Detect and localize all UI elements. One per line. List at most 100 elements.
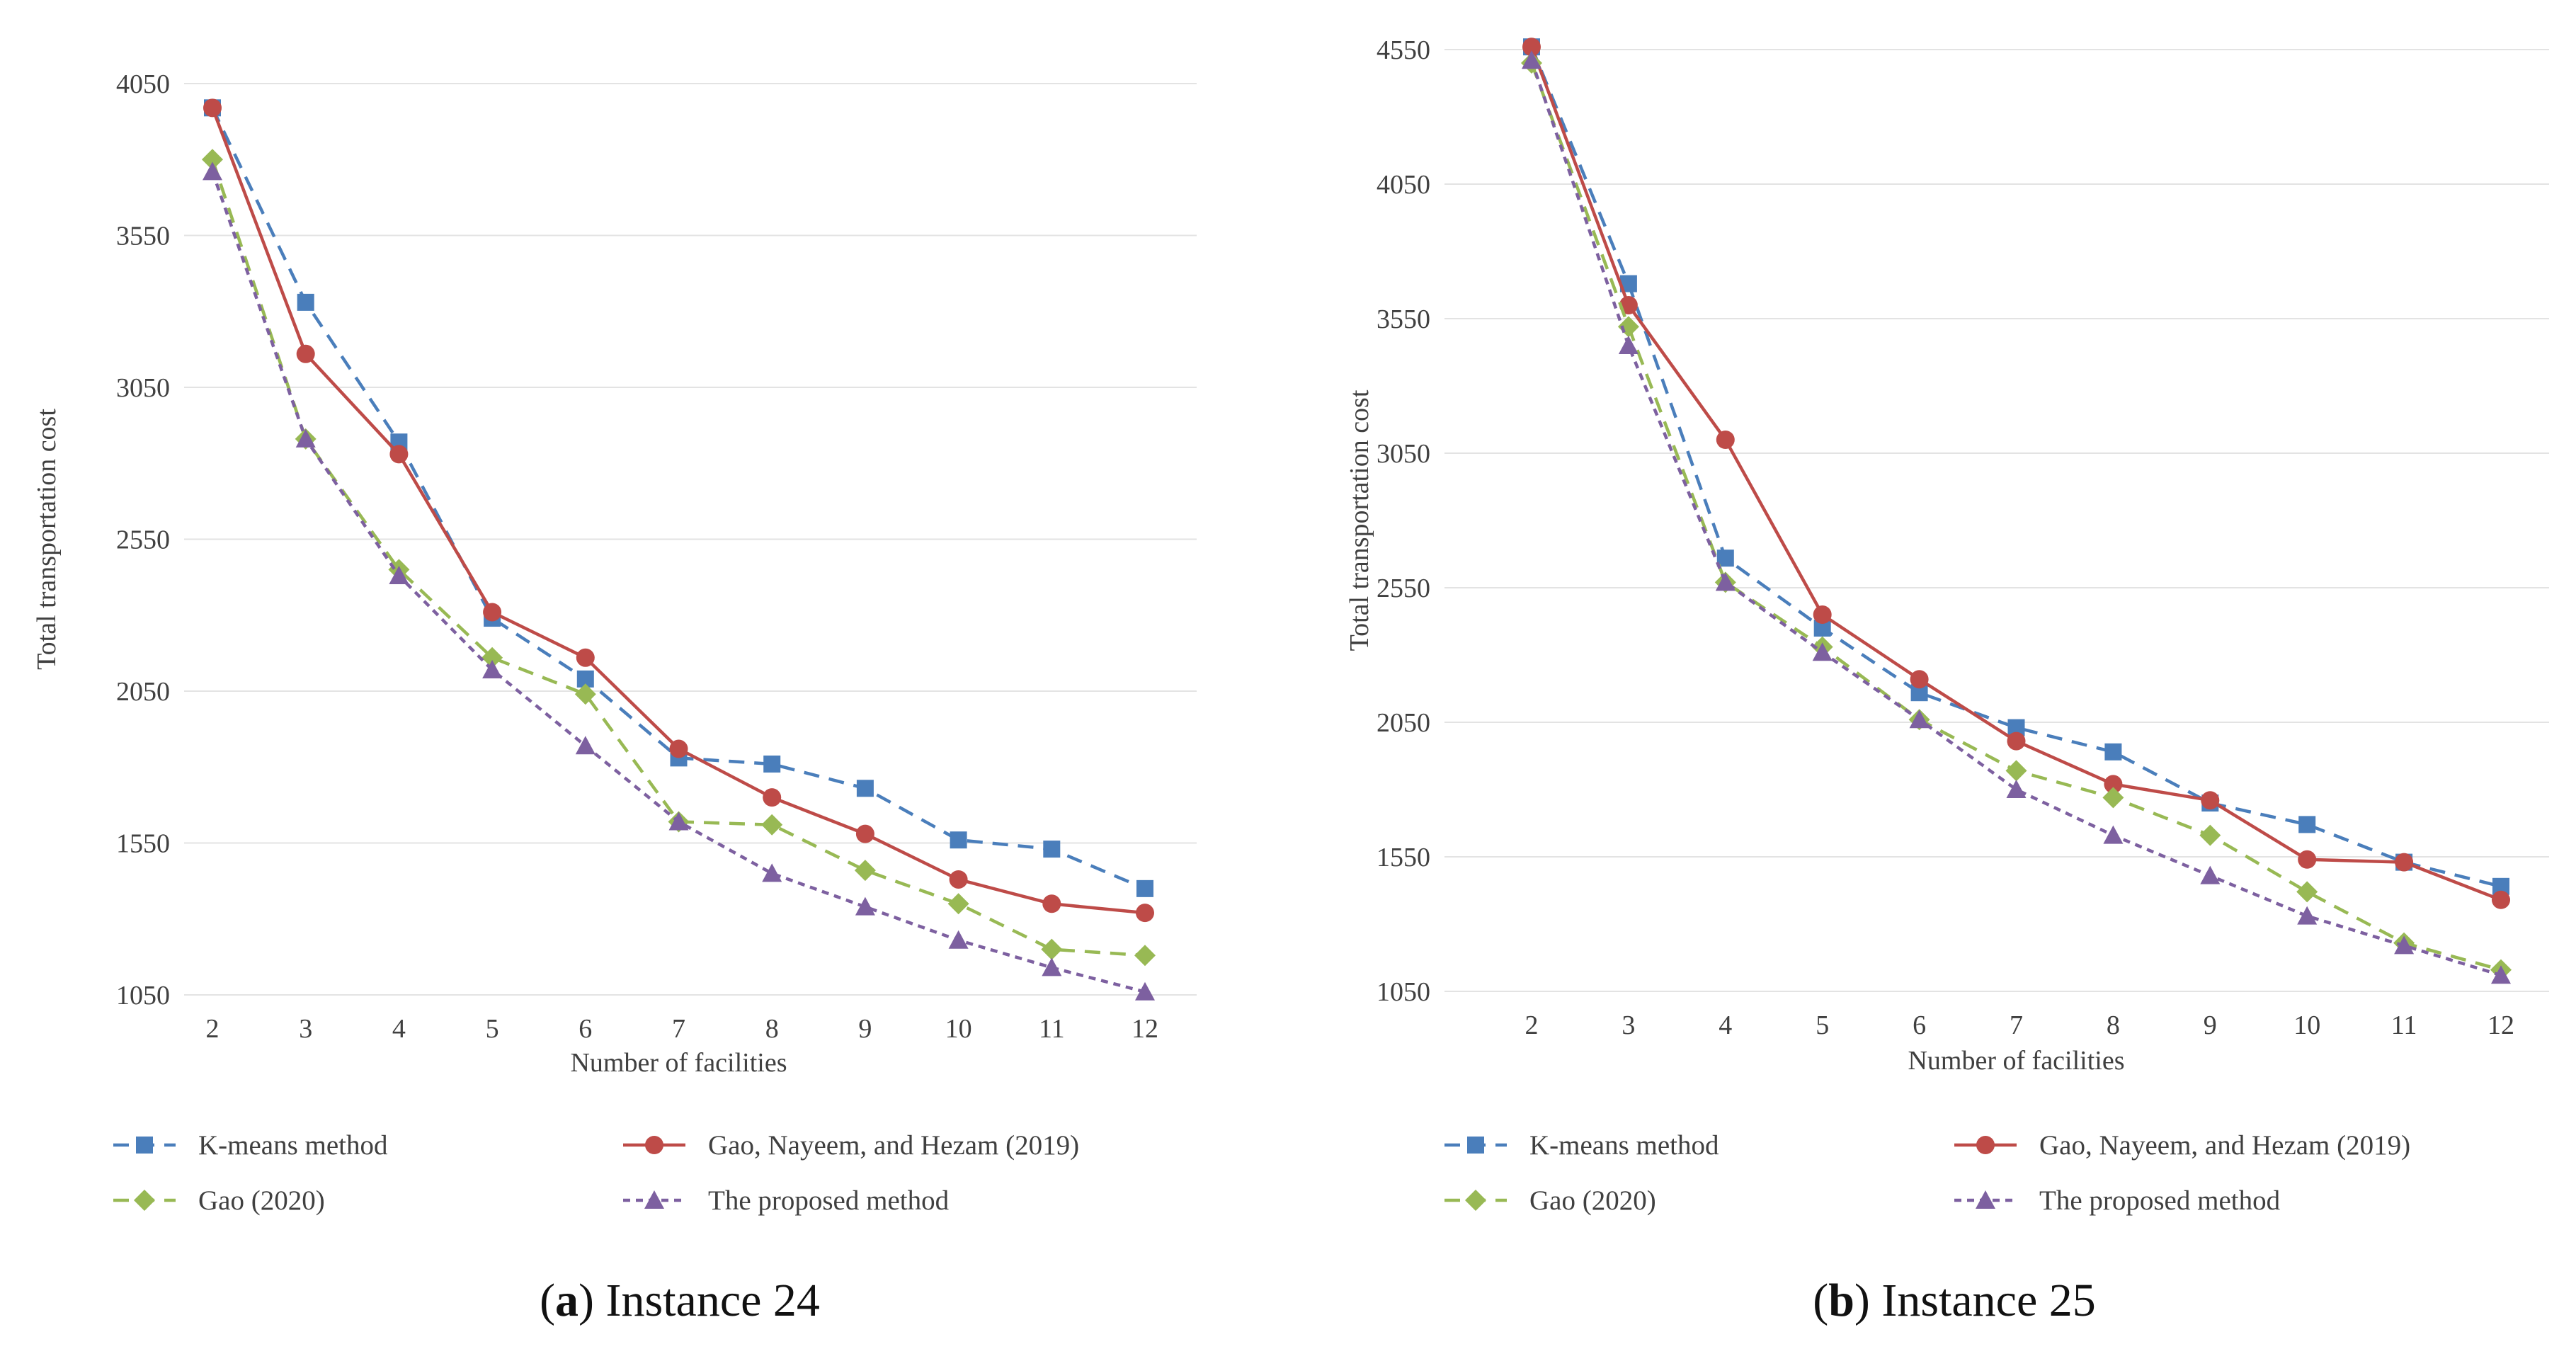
y-axis-title: Total transportation cost (32, 409, 62, 670)
caption-paren: ) (1854, 1275, 1870, 1326)
panel-caption: (a) Instance 24 (540, 1275, 820, 1326)
data-point (1134, 945, 1156, 967)
legend-marker (136, 1137, 153, 1154)
x-tick-label: 5 (1816, 1010, 1829, 1040)
data-point (1812, 642, 1833, 661)
data-point (1716, 431, 1735, 449)
legend-label: The proposed method (708, 1185, 950, 1216)
panel-caption: (b) Instance 25 (1813, 1275, 2096, 1326)
data-point (762, 863, 782, 882)
data-point (203, 161, 222, 181)
data-point (482, 659, 503, 678)
data-point (2296, 881, 2318, 903)
data-point (481, 647, 503, 668)
series-line (1529, 62, 2502, 972)
legend-marker (1976, 1136, 1995, 1154)
x-tick-label: 11 (2391, 1010, 2417, 1040)
data-point (1618, 336, 1639, 354)
chart-panel-instance-25: 1050 1550 2050 2550 3050 3550 4050 4550 2 3 4 5 6 7 8 9… (1345, 35, 2549, 1326)
x-tick-label: 9 (858, 1014, 872, 1044)
x-tick-label: 6 (579, 1014, 592, 1044)
y-tick-label: 3550 (116, 222, 170, 251)
legend: K-means method Gao, Nayeem, and Hezam (20… (113, 1130, 1079, 1216)
data-point (763, 788, 782, 807)
x-tick-label: 3 (299, 1014, 312, 1044)
legend-item: K-means method (113, 1130, 388, 1161)
series-line (210, 171, 1146, 993)
data-point (389, 565, 409, 584)
y-tick-label: 1550 (116, 829, 170, 859)
legend-label: Gao, Nayeem, and Hezam (2019) (708, 1130, 1079, 1161)
y-tick-label: 4050 (1377, 170, 1430, 200)
data-point (2492, 890, 2510, 909)
data-point (855, 896, 875, 916)
x-tick-label: 2 (206, 1014, 220, 1044)
data-point (669, 739, 688, 758)
data-point (1043, 841, 1061, 858)
y-tick-label: 1050 (116, 981, 170, 1010)
x-tick-label: 5 (486, 1014, 499, 1044)
data-point (483, 603, 502, 622)
data-point (1042, 894, 1061, 913)
data-point (1136, 904, 1154, 923)
data-point (1136, 879, 1153, 897)
data-point (2007, 731, 2026, 751)
x-tick-label: 4 (1719, 1010, 1732, 1040)
legend-marker (644, 1190, 664, 1209)
legend-item: Gao, Nayeem, and Hezam (2019) (623, 1130, 1079, 1161)
x-axis-title: Number of facilities (570, 1048, 787, 1078)
data-point (2297, 906, 2318, 925)
y-tick-label: 2050 (1377, 708, 1430, 738)
series-line (1529, 59, 2502, 977)
series-the-proposed-method (1522, 50, 2511, 984)
data-point (389, 445, 409, 464)
series-gao-2020 (1521, 52, 2512, 981)
legend-item: Gao (2020) (113, 1185, 325, 1216)
data-point (1715, 572, 1736, 591)
data-point (1135, 981, 1155, 1001)
data-point (295, 428, 316, 448)
data-point (2006, 780, 2027, 798)
series-gao-nayeem-and-hezam-2019 (1522, 38, 2510, 909)
legend-item: The proposed method (623, 1185, 950, 1216)
data-point (2199, 824, 2221, 846)
data-point (203, 98, 222, 118)
x-tick-label: 10 (2293, 1010, 2320, 1040)
data-point (668, 812, 689, 831)
legend-item: Gao (2020) (1444, 1185, 1656, 1216)
data-point (2103, 825, 2124, 844)
data-point (1910, 670, 1929, 689)
data-point (2104, 775, 2123, 794)
data-point (1813, 605, 1832, 624)
x-axis-title: Number of facilities (1908, 1046, 2124, 1076)
legend-marker (1465, 1190, 1486, 1211)
y-tick-label: 3050 (1377, 439, 1430, 469)
data-point (2201, 791, 2220, 810)
data-point (575, 736, 595, 755)
data-point (854, 860, 876, 882)
series-line (1529, 46, 2502, 888)
data-point (856, 780, 874, 797)
caption-letter: a (555, 1275, 579, 1326)
x-tick-label: 7 (2010, 1010, 2023, 1040)
x-tick-label: 3 (1622, 1010, 1635, 1040)
y-tick-label: 1550 (1377, 843, 1430, 872)
data-point (1522, 38, 1541, 57)
data-point (2395, 853, 2414, 872)
legend-item: Gao, Nayeem, and Hezam (2019) (1954, 1130, 2410, 1161)
x-tick-label: 12 (1132, 1014, 1158, 1044)
data-point (296, 344, 315, 363)
data-point (763, 755, 781, 773)
data-point (576, 648, 595, 667)
data-point (1716, 549, 1734, 567)
x-tick-label: 2 (1525, 1010, 1539, 1040)
data-point (2104, 743, 2122, 761)
data-point (2102, 787, 2124, 809)
x-tick-label: 6 (1913, 1010, 1926, 1040)
data-point (855, 824, 874, 843)
legend-marker (134, 1190, 155, 1211)
series-line (210, 159, 1146, 957)
data-point (947, 893, 969, 915)
y-tick-label: 1050 (1377, 977, 1430, 1007)
